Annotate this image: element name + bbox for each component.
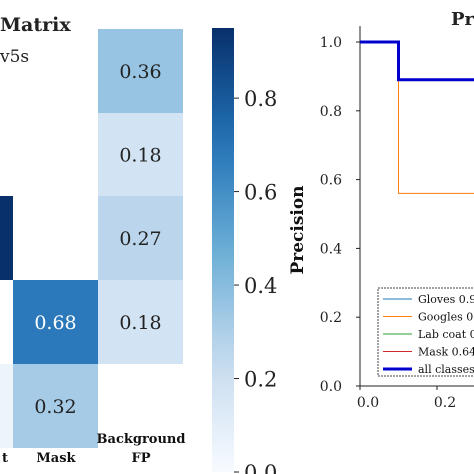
pr-legend-label: Lab coat 0	[418, 328, 474, 341]
pr-y-tick-label: 0.2	[320, 310, 342, 326]
pr-y-tick-label: 0.6	[320, 173, 342, 189]
heatmap-cell	[0, 196, 13, 280]
pr-ylabel: Precision	[288, 185, 308, 274]
pr-series-lines	[360, 40, 474, 194]
colorbar-tick-label: 0.4	[244, 274, 277, 298]
heatmap-column-label: FP	[131, 451, 150, 466]
pr-curve-chart: Pr Precision 0.0 0.2 0.4 0.6 0.8 1.0 0.0 0.2 Gl…	[288, 9, 474, 411]
pr-y-tick-label: 0.0	[320, 379, 342, 395]
colorbar-tick-label: 0.0	[244, 461, 277, 474]
heatmap-column-labels: t Mask Background FP	[2, 432, 185, 466]
pr-legend-label: all classes	[418, 363, 474, 376]
heatmap-cells: 0.36 0.18 0.27 0.18 0.68 0.32	[0, 29, 183, 448]
colorbar-tick-label: 0.2	[244, 368, 277, 392]
heatmap-cell-label: 0.68	[34, 312, 76, 334]
colorbar-bar	[212, 28, 234, 472]
pr-legend-label: Gloves 0.9	[418, 293, 474, 306]
pr-legend-box	[377, 287, 474, 377]
heatmap-cell	[13, 364, 98, 448]
colorbar-tick-label: 0.8	[244, 87, 277, 111]
heatmap-title: Matrix	[0, 14, 71, 36]
pr-legend-label: Mask 0.64	[418, 346, 474, 359]
heatmap-cell	[98, 29, 183, 113]
heatmap-cell	[13, 280, 98, 364]
pr-series-line	[360, 40, 474, 82]
pr-y-tick-label: 0.4	[320, 241, 342, 257]
pr-axes: 0.0 0.2 0.4 0.6 0.8 1.0 0.0 0.2	[320, 26, 474, 411]
pr-series-line	[360, 41, 474, 81]
colorbar-tick-label: 0.6	[244, 181, 277, 205]
pr-y-tick-label: 1.0	[320, 35, 342, 51]
heatmap-cell	[98, 280, 183, 364]
pr-legend: Gloves 0.9 Googles 0 Lab coat 0 Mask 0.64 al…	[377, 287, 474, 377]
heatmap-colorbar: 0.0 0.2 0.4 0.6 0.8	[212, 28, 277, 474]
pr-x-tick-label: 0.0	[357, 395, 379, 411]
heatmap-cell-label: 0.18	[119, 145, 161, 167]
heatmap-cell-label: 0.36	[119, 61, 161, 83]
heatmap-column-label: Background	[97, 432, 186, 447]
pr-series-line	[360, 41, 474, 194]
pr-legend-label: Googles 0	[418, 311, 473, 324]
pr-x-tick-label: 0.2	[434, 395, 456, 411]
heatmap-cell-label: 0.18	[119, 312, 161, 334]
heatmap-subtitle: v5s	[0, 47, 29, 67]
pr-title: Pr	[451, 9, 474, 30]
heatmap-cell-label: 0.27	[119, 228, 161, 250]
heatmap-cell	[0, 364, 13, 448]
heatmap-cell	[98, 113, 183, 196]
heatmap-cell-label: 0.32	[34, 396, 76, 418]
heatmap-column-label: t	[2, 451, 8, 466]
pr-y-tick-label: 0.8	[320, 104, 342, 120]
heatmap-column-label: Mask	[36, 451, 76, 466]
confusion-matrix: Matrix v5s 0.36 0.18 0.27 0.18 0.68 0.32 t Mas…	[0, 14, 277, 474]
heatmap-cell	[98, 196, 183, 280]
